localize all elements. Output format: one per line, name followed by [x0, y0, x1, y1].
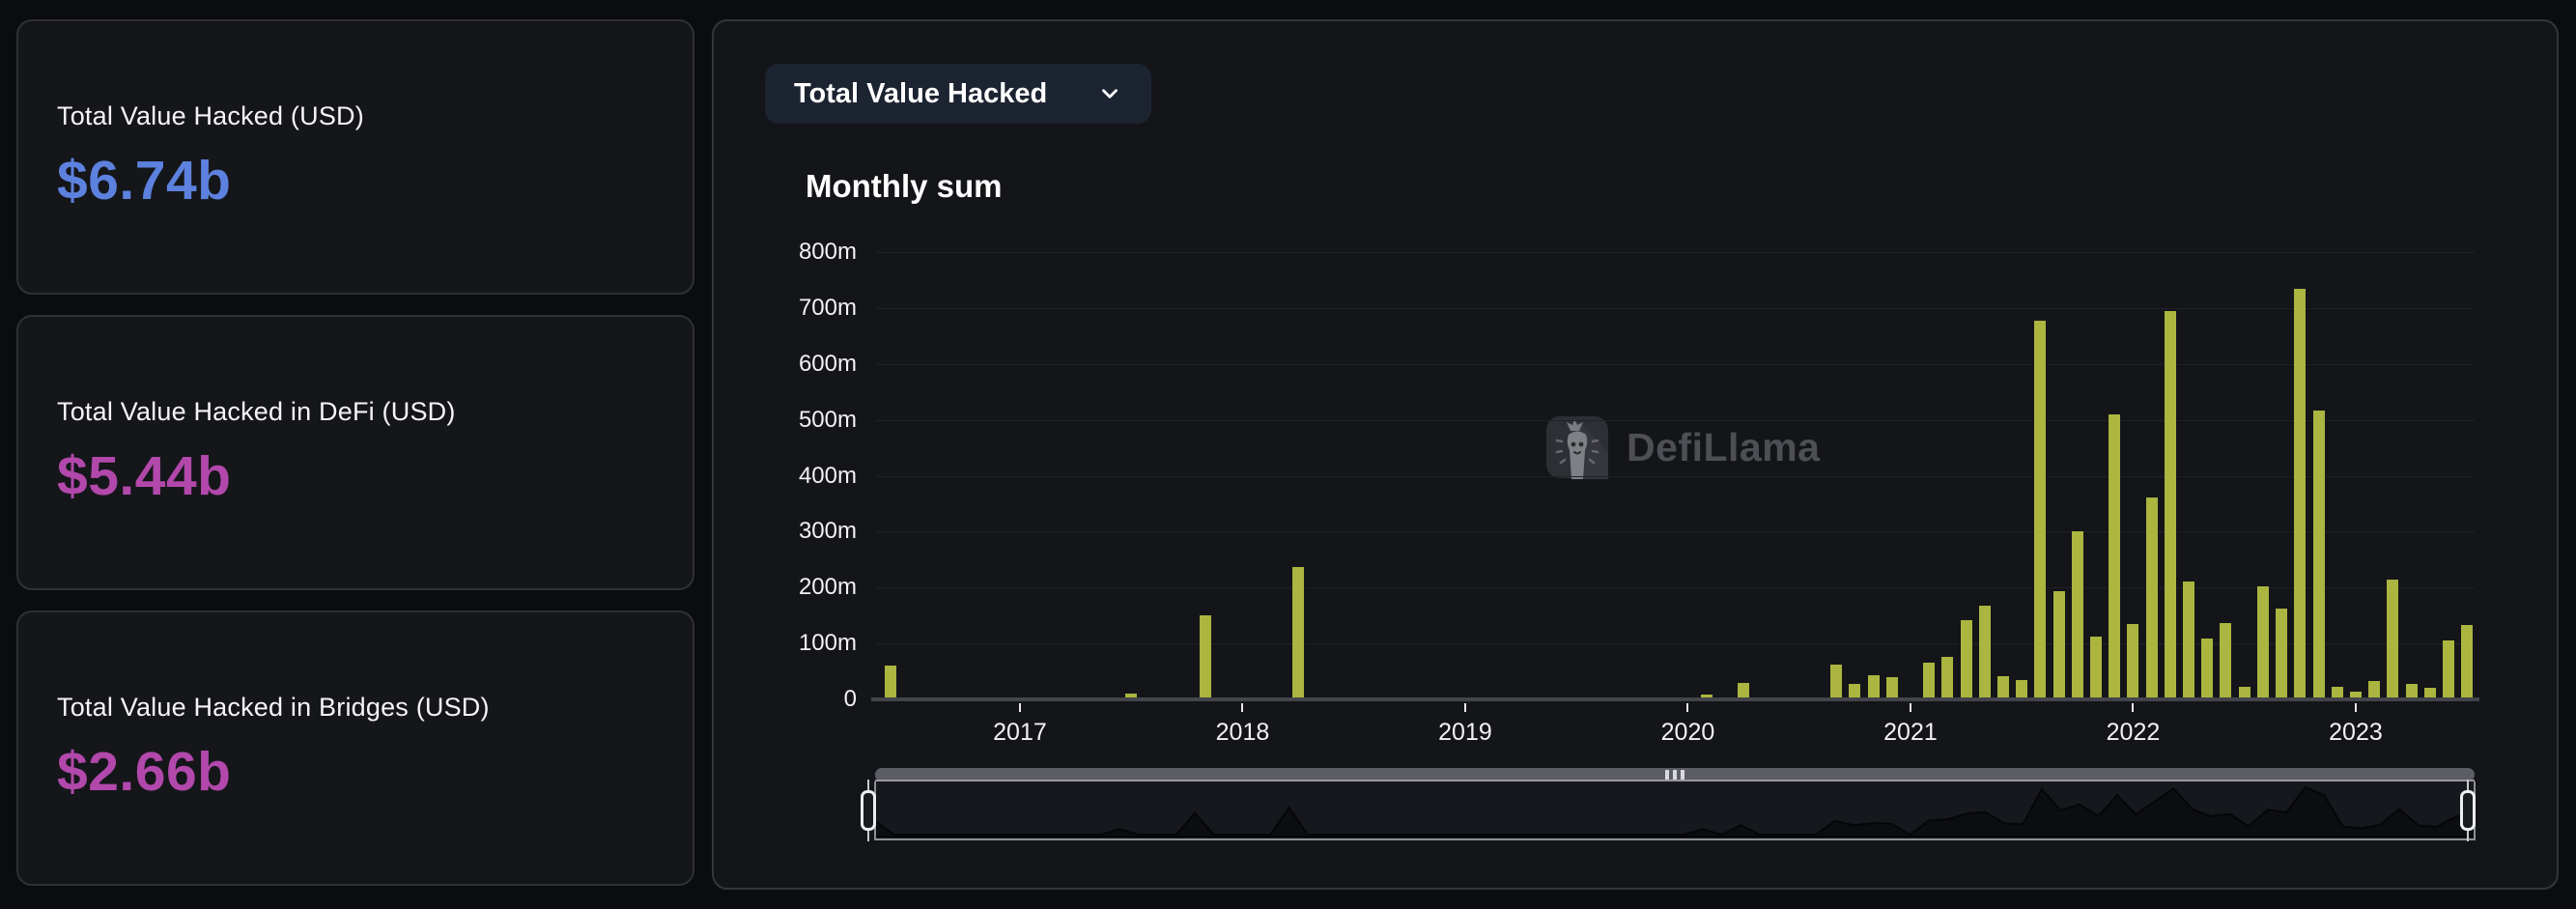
bar-2021-05[interactable]	[1978, 606, 1991, 699]
card-value: $2.66b	[57, 741, 232, 803]
x-axis-tick-label: 2023	[2329, 719, 2383, 746]
gridline	[876, 587, 2475, 589]
bar-2023-04[interactable]	[2405, 683, 2418, 699]
bar-2022-05[interactable]	[2201, 638, 2214, 699]
gridline	[876, 252, 2475, 253]
bar-2022-06[interactable]	[2220, 622, 2232, 699]
zoom-preview-area[interactable]	[874, 781, 2476, 838]
bar-2021-02[interactable]	[1923, 662, 1936, 699]
x-axis-tick	[2354, 703, 2357, 712]
zoom-slider-track-edge	[875, 780, 2475, 781]
metric-dropdown-value: Total Value Hacked	[794, 77, 1048, 109]
bar-2021-12[interactable]	[2109, 414, 2121, 699]
card-total-value-hacked-defi: Total Value Hacked in DeFi (USD) $5.44b	[16, 315, 694, 590]
stat-cards-column: Total Value Hacked (USD) $6.74b Total Va…	[16, 19, 694, 886]
watermark-text: DefiLlama	[1627, 424, 1821, 469]
bar-2016-06[interactable]	[884, 666, 896, 699]
bar-2020-10[interactable]	[1849, 683, 1861, 699]
x-axis-tick	[1241, 703, 1244, 712]
bar-2023-07[interactable]	[2461, 625, 2474, 699]
bar-2022-02[interactable]	[2145, 497, 2158, 699]
bar-2022-08[interactable]	[2256, 586, 2269, 699]
chart-title: Monthly sum	[806, 168, 1003, 204]
zoom-slider-grip-icon[interactable]	[1660, 770, 1689, 780]
gridline	[876, 419, 2475, 421]
gridline	[876, 363, 2475, 365]
zoom-left-handle[interactable]	[861, 780, 876, 841]
gridline	[876, 475, 2475, 477]
x-axis-tick	[2132, 703, 2135, 712]
bar-2022-10[interactable]	[2294, 289, 2307, 699]
bar-2023-06[interactable]	[2442, 640, 2454, 699]
bar-2021-07[interactable]	[2016, 679, 2028, 699]
zoom-preview-sparkline	[874, 785, 2476, 838]
x-axis-line	[871, 697, 2479, 701]
bar-2022-07[interactable]	[2238, 687, 2250, 699]
bar-2020-02[interactable]	[1700, 694, 1713, 699]
bar-2020-09[interactable]	[1830, 665, 1843, 699]
bar-2023-02[interactable]	[2368, 680, 2381, 699]
bar-2022-01[interactable]	[2127, 624, 2139, 699]
card-value: $5.44b	[57, 445, 232, 507]
card-label: Total Value Hacked (USD)	[57, 101, 364, 130]
bar-2017-11[interactable]	[1200, 614, 1212, 699]
zoom-right-handle[interactable]	[2460, 780, 2476, 841]
x-axis-tick	[1909, 703, 1911, 712]
x-axis-tick-label: 2020	[1660, 719, 1715, 746]
y-axis-tick-label: 200m	[798, 574, 857, 601]
y-axis-tick-label: 100m	[798, 630, 857, 657]
card-label: Total Value Hacked in DeFi (USD)	[57, 397, 456, 426]
bar-2022-04[interactable]	[2183, 581, 2195, 699]
y-axis-tick-label: 400m	[798, 462, 857, 489]
bar-2021-06[interactable]	[1996, 676, 2009, 699]
bar-chart-plot[interactable]: 800m 700m 600m 500m 400m 300m 200m 100m 0 2017 201…	[714, 21, 2557, 888]
card-label: Total Value Hacked in Bridges (USD)	[57, 693, 490, 722]
metric-dropdown[interactable]: Total Value Hacked	[765, 64, 1151, 124]
bar-2021-03[interactable]	[1941, 657, 1954, 699]
y-axis-tick-label: 0	[843, 686, 857, 712]
bar-2020-12[interactable]	[1885, 676, 1898, 699]
gridline	[876, 307, 2475, 309]
x-axis-tick-label: 2019	[1438, 719, 1492, 746]
bar-2022-11[interactable]	[2312, 411, 2325, 699]
bar-2023-01[interactable]	[2349, 692, 2362, 699]
x-axis-tick	[1018, 703, 1021, 712]
gridline	[876, 531, 2475, 533]
bar-2018-04[interactable]	[1292, 566, 1305, 699]
bar-2023-03[interactable]	[2387, 580, 2399, 699]
defillama-watermark: DefiLlama	[1545, 415, 1820, 479]
card-value: $6.74b	[57, 150, 232, 212]
y-axis-tick-label: 700m	[798, 294, 857, 321]
gridline	[876, 643, 2475, 645]
x-axis-tick-label: 2021	[1883, 719, 1938, 746]
bar-2021-11[interactable]	[2090, 637, 2103, 699]
x-axis-tick-label: 2022	[2106, 719, 2161, 746]
x-axis-tick-label: 2018	[1215, 719, 1270, 746]
bar-2021-04[interactable]	[1960, 619, 1972, 699]
defillama-logo-icon	[1546, 416, 1608, 479]
chevron-down-icon	[1102, 89, 1118, 99]
y-axis-tick-label: 300m	[798, 518, 857, 545]
bar-2022-03[interactable]	[2164, 310, 2176, 699]
bar-2021-09[interactable]	[2052, 590, 2065, 699]
bar-2023-05[interactable]	[2423, 688, 2436, 699]
bar-2017-07[interactable]	[1125, 694, 1138, 699]
bar-2022-12[interactable]	[2331, 687, 2343, 699]
y-axis-tick-label: 600m	[798, 350, 857, 377]
bar-2020-04[interactable]	[1738, 682, 1750, 699]
bar-2020-11[interactable]	[1867, 675, 1880, 699]
y-axis-tick-label: 800m	[798, 239, 857, 265]
bar-2021-08[interactable]	[2034, 320, 2047, 699]
bar-2021-10[interactable]	[2071, 531, 2083, 699]
card-total-value-hacked-bridges: Total Value Hacked in Bridges (USD) $2.6…	[16, 611, 694, 886]
x-axis-tick	[1463, 703, 1466, 712]
x-axis-tick	[1686, 703, 1689, 712]
bar-2022-09[interactable]	[2276, 608, 2288, 699]
y-axis-tick-label: 500m	[798, 406, 857, 433]
x-axis-tick-label: 2017	[993, 719, 1047, 746]
chart-panel: Total Value Hacked Monthly sum	[712, 19, 2559, 890]
card-total-value-hacked: Total Value Hacked (USD) $6.74b	[16, 19, 694, 295]
